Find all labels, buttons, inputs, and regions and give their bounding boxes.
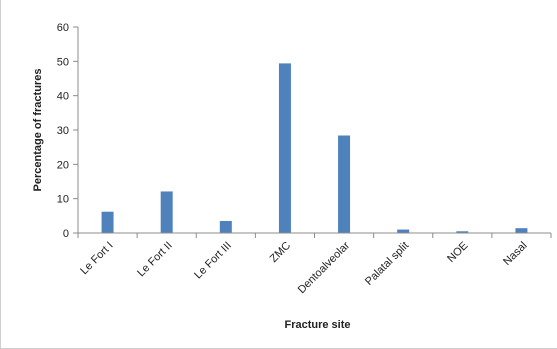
x-axis-title: Fracture site [284, 319, 350, 331]
y-tick-label: 10 [57, 194, 69, 206]
y-axis-ticks: 0 10 20 30 40 50 60 [57, 22, 78, 240]
x-tick-label: Le Fort I [78, 240, 115, 277]
bar-palatal-split [397, 229, 410, 233]
bar-le-fort-ii [160, 191, 173, 233]
x-axis-ticks: Le Fort I Le Fort II Le Fort III ZMC Dentoal… [77, 233, 552, 296]
x-tick-label: ZMC [268, 240, 293, 265]
y-axis-title: Percentage of fractures [32, 69, 44, 192]
y-tick-label: 0 [63, 228, 69, 240]
bars [101, 63, 528, 233]
y-tick-label: 40 [57, 91, 69, 103]
y-tick-label: 60 [57, 22, 69, 34]
x-tick-label: Le Fort II [135, 240, 175, 280]
bar-nasal [515, 228, 528, 233]
x-tick-label: Le Fort III [192, 240, 234, 282]
bar-dentoalveolar [338, 135, 351, 233]
bar-le-fort-iii [219, 220, 232, 233]
bar-zmc [278, 63, 291, 233]
bar-le-fort-i [101, 211, 114, 233]
x-tick-label: NOE [445, 240, 470, 265]
x-tick-label: Dentoalveolar [296, 239, 353, 296]
x-tick-label: Palatal split [363, 240, 411, 288]
x-tick-label: Nasal [501, 240, 529, 268]
y-tick-label: 30 [57, 125, 69, 137]
y-tick-label: 20 [57, 159, 69, 171]
y-tick-label: 50 [57, 56, 69, 68]
bar-noe [456, 231, 469, 233]
